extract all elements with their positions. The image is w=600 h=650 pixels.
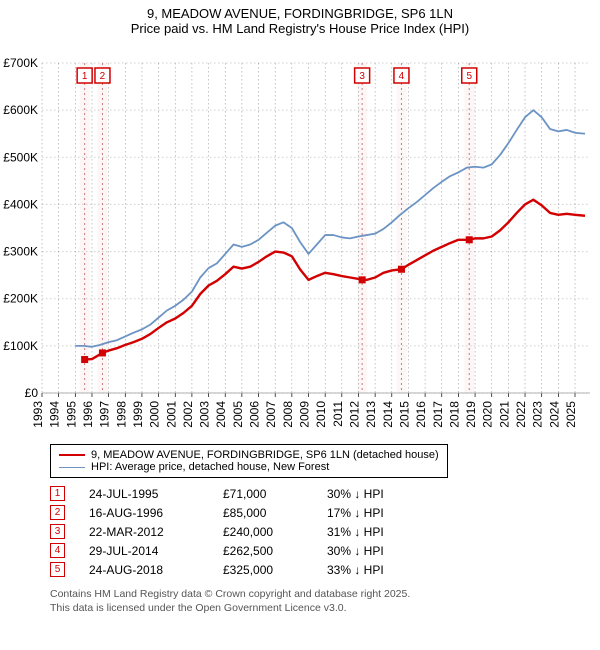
svg-text:2000: 2000 [148,401,162,428]
svg-text:2025: 2025 [564,401,578,428]
sale-hpi-diff: 17% ↓ HPI [327,506,417,520]
svg-text:3: 3 [359,71,365,82]
sale-row: 5 24-AUG-2018 £325,000 33% ↓ HPI [50,562,600,577]
svg-text:1993: 1993 [31,401,45,428]
svg-text:1998: 1998 [114,401,128,428]
svg-text:£600K: £600K [3,103,38,117]
svg-text:2007: 2007 [264,401,278,428]
svg-text:1997: 1997 [98,401,112,428]
svg-text:2001: 2001 [164,401,178,428]
svg-text:£0: £0 [25,386,39,400]
sale-hpi-diff: 33% ↓ HPI [327,563,417,577]
sale-row: 4 29-JUL-2014 £262,500 30% ↓ HPI [50,543,600,558]
svg-text:2002: 2002 [181,401,195,428]
svg-text:2005: 2005 [231,401,245,428]
sale-hpi-diff: 30% ↓ HPI [327,544,417,558]
footer-attribution: Contains HM Land Registry data © Crown c… [50,587,600,615]
svg-text:2011: 2011 [331,401,345,427]
title-line-1: 9, MEADOW AVENUE, FORDINGBRIDGE, SP6 1LN [0,6,600,21]
svg-text:1995: 1995 [64,401,78,428]
svg-text:2019: 2019 [464,401,478,428]
svg-text:1994: 1994 [48,401,62,428]
footer-line-1: Contains HM Land Registry data © Crown c… [50,587,600,601]
svg-text:2008: 2008 [281,401,295,428]
svg-text:2018: 2018 [447,401,461,428]
svg-text:2016: 2016 [414,401,428,428]
sale-price: £240,000 [223,525,303,539]
svg-text:2024: 2024 [547,401,561,428]
svg-text:2014: 2014 [381,401,395,428]
legend-label-paid: 9, MEADOW AVENUE, FORDINGBRIDGE, SP6 1LN… [91,449,439,461]
svg-text:£100K: £100K [3,339,38,353]
svg-text:2004: 2004 [214,401,228,428]
sale-marker-number: 2 [50,505,65,520]
svg-text:2006: 2006 [248,401,262,428]
svg-text:£700K: £700K [3,56,38,70]
sale-date: 24-AUG-2018 [89,563,199,577]
footer-line-2: This data is licensed under the Open Gov… [50,601,600,615]
sale-price: £262,500 [223,544,303,558]
sale-price: £71,000 [223,487,303,501]
title-line-2: Price paid vs. HM Land Registry's House … [0,21,600,36]
sale-date: 29-JUL-2014 [89,544,199,558]
svg-text:2022: 2022 [514,401,528,428]
svg-text:2013: 2013 [364,401,378,428]
legend-box: 9, MEADOW AVENUE, FORDINGBRIDGE, SP6 1LN… [50,444,448,478]
sales-table: 1 24-JUL-1995 £71,000 30% ↓ HPI 2 16-AUG-1996… [50,486,600,577]
svg-text:2003: 2003 [198,401,212,428]
sale-price: £325,000 [223,563,303,577]
legend-swatch-paid [59,454,85,456]
sale-date: 22-MAR-2012 [89,525,199,539]
svg-text:2017: 2017 [431,401,445,428]
svg-text:£200K: £200K [3,292,38,306]
svg-text:£400K: £400K [3,197,38,211]
sale-date: 24-JUL-1995 [89,487,199,501]
svg-text:2023: 2023 [531,401,545,428]
svg-text:2009: 2009 [298,401,312,428]
svg-text:2021: 2021 [497,401,511,428]
svg-text:£300K: £300K [3,245,38,259]
sale-row: 3 22-MAR-2012 £240,000 31% ↓ HPI [50,524,600,539]
sale-row: 1 24-JUL-1995 £71,000 30% ↓ HPI [50,486,600,501]
legend-row-hpi: HPI: Average price, detached house, New … [59,461,439,473]
legend-swatch-hpi [59,467,85,468]
svg-text:1: 1 [82,71,88,82]
sale-date: 16-AUG-1996 [89,506,199,520]
sale-hpi-diff: 31% ↓ HPI [327,525,417,539]
svg-text:2020: 2020 [481,401,495,428]
legend-label-hpi: HPI: Average price, detached house, New … [91,461,329,473]
chart-title: 9, MEADOW AVENUE, FORDINGBRIDGE, SP6 1LN… [0,0,600,38]
svg-text:2012: 2012 [347,401,361,428]
svg-text:1999: 1999 [131,401,145,428]
svg-text:2010: 2010 [314,401,328,428]
svg-text:2: 2 [100,71,106,82]
sale-marker-number: 5 [50,562,65,577]
legend-row-paid: 9, MEADOW AVENUE, FORDINGBRIDGE, SP6 1LN… [59,449,439,461]
svg-text:£500K: £500K [3,150,38,164]
sale-price: £85,000 [223,506,303,520]
sale-marker-number: 1 [50,486,65,501]
svg-text:1996: 1996 [81,401,95,428]
sale-marker-number: 3 [50,524,65,539]
line-chart-svg: 1 2 3 4 5 £0 £100K £200K £300K £400K £500K £600K £70… [0,38,600,438]
svg-text:2015: 2015 [397,401,411,428]
sale-hpi-diff: 30% ↓ HPI [327,487,417,501]
svg-text:5: 5 [466,71,472,82]
sale-marker-number: 4 [50,543,65,558]
sale-row: 2 16-AUG-1996 £85,000 17% ↓ HPI [50,505,600,520]
svg-text:4: 4 [399,71,405,82]
chart-area: 1 2 3 4 5 £0 £100K £200K £300K £400K £500K £600K £70… [0,38,600,438]
